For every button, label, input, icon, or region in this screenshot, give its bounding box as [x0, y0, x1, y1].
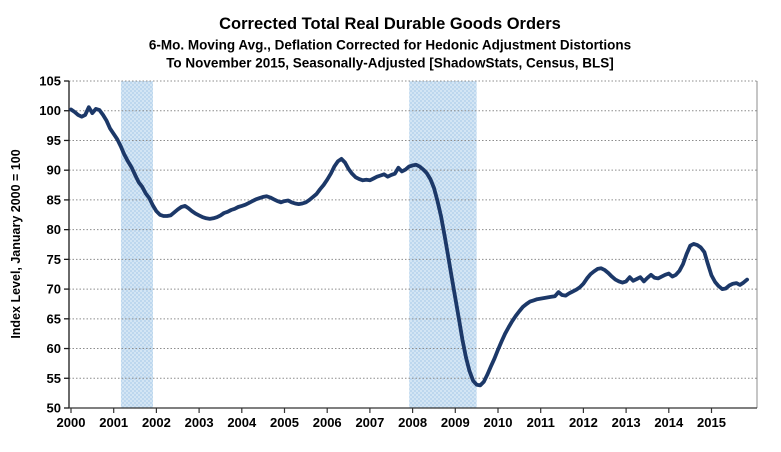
y-tick-label: 50	[47, 401, 61, 416]
y-tick-label: 60	[47, 341, 61, 356]
x-tick-label: 2012	[569, 415, 598, 430]
data-line	[69, 105, 749, 388]
recession-band	[120, 81, 153, 408]
y-tick-label: 90	[47, 163, 61, 178]
x-tick-label: 2010	[484, 415, 513, 430]
y-tick-label: 80	[47, 222, 61, 237]
y-tick-label: 70	[47, 282, 61, 297]
x-tick-label: 2000	[57, 415, 86, 430]
x-tick-label: 2005	[270, 415, 299, 430]
x-tick-label: 2002	[142, 415, 171, 430]
y-tick-label: 55	[47, 371, 61, 386]
chart-subtitle-line2: To November 2015, Seasonally-Adjusted [S…	[166, 56, 614, 71]
y-tick-label: 85	[47, 192, 61, 207]
y-tick-label: 75	[47, 252, 61, 267]
x-tick-label: 2013	[612, 415, 641, 430]
y-axis-title: Index Level, January 2000 = 100	[9, 149, 23, 338]
x-tick-label: 2014	[654, 415, 684, 430]
x-tick-label: 2011	[527, 415, 555, 430]
x-tick-label: 2003	[185, 415, 214, 430]
chart-subtitle-line1: 6-Mo. Moving Avg., Deflation Corrected f…	[149, 38, 631, 53]
y-tick-label: 105	[39, 74, 61, 89]
x-tick-label: 2009	[441, 415, 470, 430]
y-tick-label: 65	[47, 311, 61, 326]
y-tick-label: 100	[39, 103, 61, 118]
x-tick-label: 2006	[313, 415, 342, 430]
x-tick-label: 2001	[99, 415, 128, 430]
x-tick-label: 2008	[398, 415, 427, 430]
x-tick-label: 2007	[355, 415, 384, 430]
plot-area: 50 55 60 65 70 75 80 85 90 95 100 105 2000 2001 2002 20…	[39, 74, 758, 430]
y-tick-label: 95	[47, 133, 61, 148]
x-tick-label: 2015	[697, 415, 726, 430]
x-tick-label: 2004	[227, 415, 257, 430]
chart-title: Corrected Total Real Durable Goods Order…	[219, 15, 561, 33]
